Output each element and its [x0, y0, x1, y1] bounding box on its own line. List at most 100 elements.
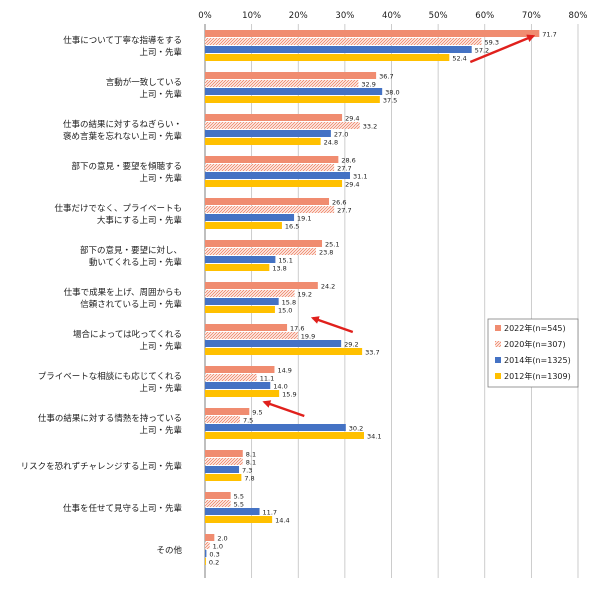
category-label: 上司・先輩: [139, 47, 182, 58]
data-label: 0.3: [209, 551, 219, 559]
category-label: 動いてくれる上司・先輩: [89, 257, 182, 268]
data-label: 24.8: [324, 139, 338, 147]
data-label: 34.1: [367, 433, 381, 441]
category-label: 仕事を任せて見守る上司・先輩: [63, 503, 182, 514]
bar: [205, 424, 346, 431]
bar: [205, 180, 343, 187]
bar: [205, 138, 321, 145]
category-label: 部下の意見・要望を傾聴する: [71, 161, 182, 172]
bar: [205, 164, 335, 171]
data-label: 16.5: [285, 223, 299, 231]
data-label: 2.0: [217, 535, 227, 543]
x-tick-label: 40%: [382, 11, 401, 21]
bar: [205, 214, 295, 221]
category-label: 仕事の結果に対するねぎらい・: [63, 119, 182, 130]
category-label: 大事にする上司・先輩: [97, 215, 182, 226]
bar: [205, 492, 231, 499]
bar: [205, 432, 364, 439]
data-label: 36.7: [379, 73, 393, 81]
bar: [205, 248, 316, 255]
bar: [205, 46, 472, 53]
category-label: リスクを恐れずチャレンジする上司・先輩: [21, 461, 182, 472]
data-label: 17.6: [290, 325, 304, 333]
legend-label: 2022年(n=545): [504, 323, 566, 333]
bar: [205, 30, 540, 37]
bar: [205, 382, 271, 389]
data-label: 19.1: [297, 215, 311, 223]
x-tick-label: 80%: [569, 11, 588, 21]
bar: [205, 508, 260, 515]
data-label: 0.2: [209, 559, 219, 567]
annotation-arrow: [310, 316, 354, 334]
data-label: 71.7: [542, 31, 556, 39]
legend-label: 2020年(n=307): [504, 339, 566, 349]
data-label: 5.5: [234, 493, 244, 501]
data-label: 31.1: [353, 173, 367, 181]
x-tick-label: 60%: [475, 11, 494, 21]
legend-box: [487, 318, 579, 388]
bar: [205, 264, 270, 271]
category-label: プライベートな相談にも応じてくれる: [38, 371, 182, 382]
data-label: 11.7: [263, 509, 277, 517]
bar: [205, 458, 243, 465]
data-label: 28.6: [341, 157, 355, 165]
bar: [205, 72, 377, 79]
category-label: 場合によっては叱ってくれる: [73, 329, 182, 340]
bar: [205, 466, 240, 473]
bar: [205, 516, 273, 523]
bar: [205, 558, 206, 565]
bar: [205, 474, 242, 481]
data-label: 33.2: [363, 123, 377, 131]
bar: [205, 240, 323, 247]
data-label: 19.2: [298, 291, 312, 299]
bar: [205, 114, 343, 121]
category-label: 言動が一致している: [106, 77, 182, 88]
data-label: 7.8: [244, 475, 254, 483]
data-label: 11.1: [260, 375, 274, 383]
category-label: その他: [156, 545, 182, 556]
bar: [205, 374, 257, 381]
category-label: 上司・先輩: [139, 425, 182, 436]
data-label: 27.0: [334, 131, 348, 139]
bar: [205, 542, 210, 549]
data-label: 19.9: [301, 333, 315, 341]
data-label: 8.1: [246, 459, 256, 467]
bar: [205, 80, 359, 87]
bar: [205, 222, 282, 229]
bar: [205, 390, 280, 397]
data-label: 15.9: [282, 391, 296, 399]
x-tick-label: 70%: [522, 11, 541, 21]
x-tick-label: 20%: [289, 11, 308, 21]
legend-swatch: [495, 373, 501, 379]
data-label: 9.5: [252, 409, 262, 417]
data-label: 27.7: [337, 165, 351, 173]
data-label: 29.4: [345, 181, 359, 189]
data-label: 29.2: [344, 341, 358, 349]
bar: [205, 290, 295, 297]
bar: [205, 534, 215, 541]
category-label: 信頼されている上司・先輩: [80, 299, 182, 310]
bar: [205, 348, 363, 355]
data-label: 30.2: [349, 425, 363, 433]
category-label: 褒め言葉を忘れない上司・先輩: [63, 131, 182, 142]
bar: [205, 550, 207, 557]
data-label: 14.4: [275, 517, 289, 525]
data-label: 15.0: [278, 307, 292, 315]
bar: [205, 450, 243, 457]
category-label: 仕事について丁寧な指導をする: [63, 35, 182, 46]
bar: [205, 298, 279, 305]
bar: [205, 366, 275, 373]
data-label: 5.5: [234, 501, 244, 509]
annotation-arrow: [262, 400, 305, 418]
bar: [205, 282, 318, 289]
category-label: 部下の意見・要望に対し、: [80, 245, 182, 256]
x-tick-label: 10%: [242, 11, 261, 21]
data-label: 32.9: [361, 81, 375, 89]
data-label: 52.4: [452, 55, 466, 63]
data-label: 59.3: [484, 39, 498, 47]
bar: [205, 206, 335, 213]
category-labels: 仕事について丁寧な指導をする上司・先輩言動が一致している上司・先輩仕事の結果に対…: [21, 35, 183, 556]
bar: [205, 96, 380, 103]
bar: [205, 340, 342, 347]
